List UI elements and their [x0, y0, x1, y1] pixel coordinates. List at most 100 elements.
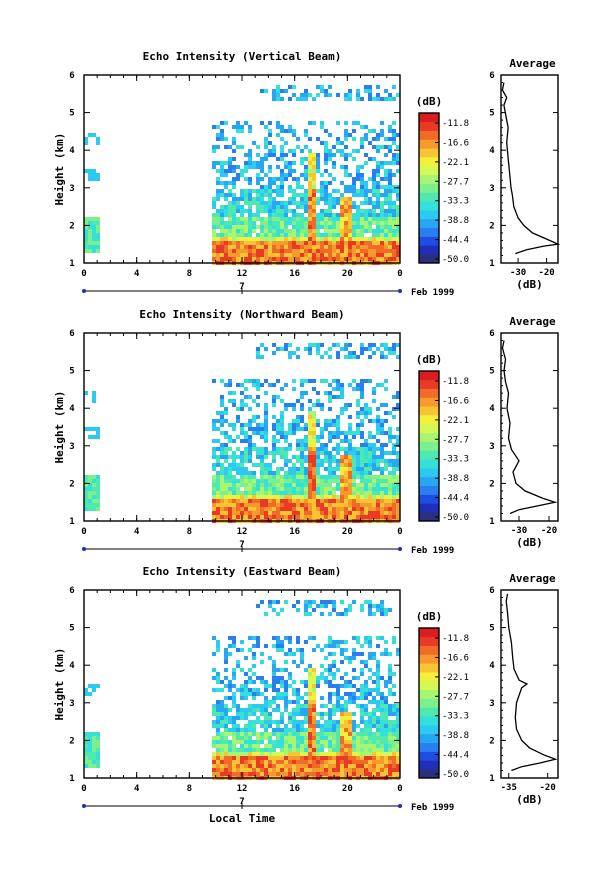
intensity-cell	[212, 483, 216, 487]
intensity-cell	[232, 403, 236, 407]
intensity-cell	[276, 451, 280, 455]
intensity-cell	[220, 515, 224, 519]
intensity-cell	[328, 612, 332, 616]
intensity-cell	[368, 225, 372, 229]
intensity-cell	[228, 483, 232, 487]
intensity-cell	[88, 764, 92, 768]
intensity-cell	[308, 672, 312, 676]
intensity-cell	[216, 724, 220, 728]
intensity-cell	[332, 459, 336, 463]
intensity-cell	[312, 483, 316, 487]
intensity-cell	[340, 768, 344, 772]
intensity-cell	[256, 395, 260, 399]
intensity-cell	[384, 189, 388, 193]
intensity-cell	[324, 185, 328, 189]
intensity-cell	[340, 221, 344, 225]
intensity-cell	[316, 511, 320, 515]
intensity-cell	[272, 217, 276, 221]
intensity-cell	[296, 439, 300, 443]
intensity-cell	[324, 724, 328, 728]
intensity-cell	[352, 435, 356, 439]
colorbar-swatch	[419, 654, 439, 664]
intensity-cell	[212, 245, 216, 249]
intensity-cell	[336, 756, 340, 760]
intensity-cell	[244, 732, 248, 736]
intensity-cell	[308, 700, 312, 704]
intensity-cell	[224, 495, 228, 499]
intensity-cell	[364, 692, 368, 696]
intensity-cell	[316, 189, 320, 193]
intensity-cell	[388, 237, 392, 241]
intensity-cell	[340, 217, 344, 221]
intensity-cell	[372, 511, 376, 515]
intensity-cell	[372, 479, 376, 483]
intensity-cell	[324, 728, 328, 732]
intensity-cell	[352, 760, 356, 764]
intensity-cell	[332, 205, 336, 209]
intensity-cell	[324, 499, 328, 503]
intensity-cell	[256, 692, 260, 696]
intensity-cell	[236, 129, 240, 133]
intensity-cell	[396, 257, 400, 261]
intensity-cell	[368, 479, 372, 483]
intensity-cell	[248, 447, 252, 451]
intensity-cell	[392, 189, 396, 193]
intensity-cell	[248, 712, 252, 716]
intensity-cell	[228, 688, 232, 692]
intensity-cell	[224, 137, 228, 141]
intensity-cell	[256, 415, 260, 419]
intensity-cell	[304, 391, 308, 395]
intensity-cell	[260, 193, 264, 197]
intensity-cell	[240, 173, 244, 177]
intensity-cell	[300, 197, 304, 201]
intensity-cell	[396, 495, 400, 499]
intensity-cell	[312, 209, 316, 213]
colorbar-swatch	[419, 636, 439, 646]
intensity-cell	[356, 740, 360, 744]
intensity-cell	[384, 403, 388, 407]
intensity-cell	[280, 736, 284, 740]
intensity-cell	[316, 93, 320, 97]
intensity-cell	[88, 233, 92, 237]
intensity-cell	[352, 511, 356, 515]
intensity-cell	[332, 447, 336, 451]
intensity-cell	[276, 708, 280, 712]
intensity-cell	[360, 395, 364, 399]
intensity-cell	[316, 423, 320, 427]
intensity-cell	[388, 439, 392, 443]
intensity-cell	[360, 225, 364, 229]
intensity-cell	[284, 700, 288, 704]
intensity-cell	[272, 221, 276, 225]
intensity-cell	[324, 764, 328, 768]
intensity-cell	[232, 249, 236, 253]
intensity-cell	[380, 459, 384, 463]
intensity-cell	[268, 732, 272, 736]
intensity-cell	[228, 644, 232, 648]
intensity-cell	[324, 245, 328, 249]
intensity-cell	[316, 471, 320, 475]
intensity-cell	[304, 129, 308, 133]
intensity-cell	[268, 736, 272, 740]
intensity-cell	[388, 221, 392, 225]
intensity-cell	[92, 395, 96, 399]
intensity-cell	[244, 233, 248, 237]
intensity-cell	[88, 173, 92, 177]
intensity-cell	[248, 253, 252, 257]
intensity-cell	[340, 736, 344, 740]
intensity-cell	[304, 740, 308, 744]
intensity-cell	[316, 245, 320, 249]
intensity-cell	[272, 435, 276, 439]
intensity-cell	[248, 435, 252, 439]
intensity-cell	[280, 225, 284, 229]
intensity-cell	[388, 503, 392, 507]
intensity-cell	[368, 221, 372, 225]
intensity-cell	[332, 604, 336, 608]
intensity-cell	[288, 736, 292, 740]
intensity-cell	[340, 213, 344, 217]
intensity-cell	[292, 732, 296, 736]
intensity-cell	[224, 121, 228, 125]
intensity-cell	[344, 403, 348, 407]
intensity-cell	[292, 503, 296, 507]
intensity-cell	[84, 491, 88, 495]
intensity-cell	[88, 756, 92, 760]
